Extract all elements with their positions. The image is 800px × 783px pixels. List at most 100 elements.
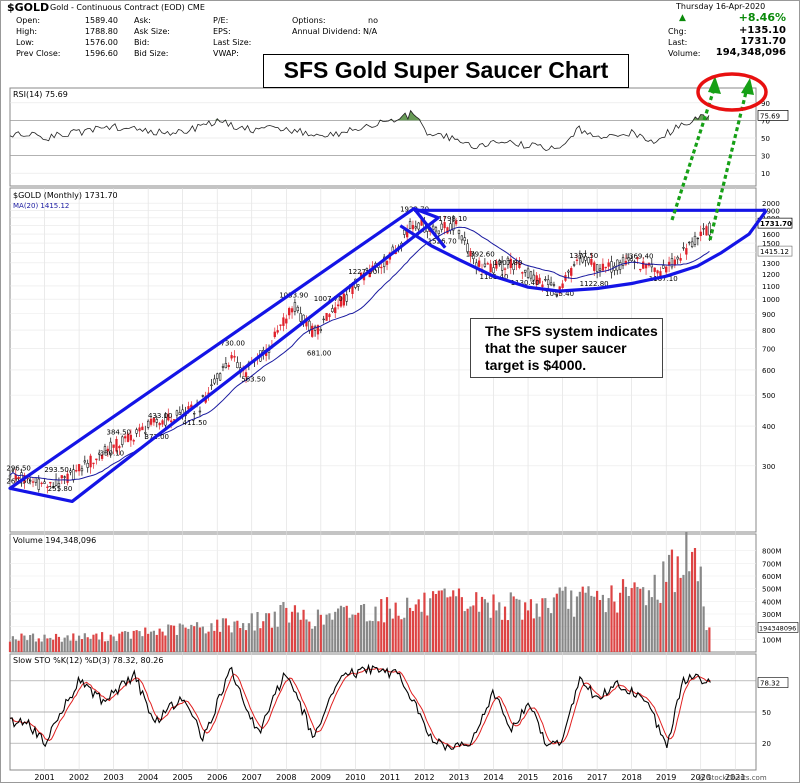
candle-body: [457, 229, 461, 234]
volume-bar: [126, 631, 130, 652]
candle-body: [244, 372, 248, 377]
volume-bar: [705, 630, 708, 652]
candle-body: [673, 259, 676, 266]
candle-body: [230, 355, 233, 359]
price-annotation: 1307.80: [493, 259, 522, 267]
candle-body: [328, 314, 331, 318]
candle-body: [158, 422, 161, 426]
volume-bar: [388, 608, 392, 652]
candle-body: [69, 470, 72, 473]
volume-bar: [161, 631, 164, 652]
candle-body: [524, 269, 527, 273]
candle-body: [311, 325, 314, 337]
target-circle: [696, 72, 768, 112]
candle-body: [31, 481, 35, 483]
candle-body: [521, 272, 524, 274]
volume-bar: [20, 633, 23, 652]
volume-bar: [670, 549, 674, 652]
volume-bar: [313, 626, 317, 652]
candle-body: [141, 426, 144, 431]
volume-bar: [374, 606, 377, 652]
volume-bar: [172, 625, 176, 652]
x-tick-label: 2008: [276, 773, 296, 782]
candle-body: [57, 483, 61, 487]
volume-tick-label: 500M: [762, 586, 781, 594]
volume-bar: [112, 636, 115, 652]
percent-change: +8.46%: [738, 11, 786, 24]
candle-body: [584, 256, 587, 261]
price-annotation: 1369.40: [625, 253, 654, 261]
volume-bar: [345, 605, 348, 652]
candle-body: [610, 261, 613, 273]
volume-last-badge: [757, 622, 799, 633]
candle-body: [380, 266, 383, 269]
candle-body: [535, 275, 538, 285]
volume-bar: [653, 574, 656, 652]
volume-bar: [147, 633, 150, 652]
candle-body: [639, 268, 642, 271]
candle-body: [325, 312, 328, 321]
x-tick-label: 2016: [552, 773, 572, 782]
volume-bar: [103, 641, 107, 652]
candle-body: [595, 264, 599, 272]
volume-tick-label: 100M: [762, 636, 781, 644]
price-annotation: 1045.40: [545, 290, 574, 298]
volume-bar: [524, 602, 527, 652]
volume-bar: [178, 623, 181, 652]
price-tick-label: 900: [762, 311, 775, 319]
volume-bar: [308, 621, 311, 652]
candle-body: [8, 474, 12, 478]
volume-bar: [616, 612, 619, 652]
volume-bar: [34, 641, 38, 652]
volume-bar: [598, 600, 602, 652]
candle-body: [483, 263, 487, 267]
candle-body: [549, 282, 553, 286]
x-tick-label: 2012: [414, 773, 434, 782]
candle-body: [290, 308, 294, 313]
price-annotation: 1130.40: [511, 279, 540, 287]
volume-bar: [656, 599, 659, 652]
volume-bar: [149, 631, 153, 652]
candle-body: [123, 436, 127, 439]
volume-bar: [483, 599, 486, 652]
volume-bar: [26, 640, 29, 652]
volume-tick-label: 800M: [762, 548, 781, 556]
volume-bar: [685, 531, 688, 652]
volume-bar: [521, 619, 524, 652]
volume-bar: [564, 586, 567, 652]
volume-bar: [351, 614, 354, 652]
volume-bar: [607, 598, 610, 652]
candle-body: [334, 307, 337, 314]
candle-body: [60, 475, 63, 479]
candle-body: [426, 228, 429, 232]
candle-body: [17, 476, 20, 479]
volume-bar: [66, 635, 69, 652]
volume-bar: [250, 613, 253, 652]
stochastic-last-badge: [757, 677, 789, 688]
candle-body: [469, 251, 472, 257]
quote-date: Thursday 16-Apr-2020: [676, 2, 766, 11]
volume-bar: [311, 628, 314, 652]
candle-body: [63, 476, 66, 478]
rsi-last-badge: [757, 110, 789, 121]
volume-bar: [198, 627, 202, 652]
candle-body: [339, 296, 343, 307]
candle-body: [385, 260, 389, 265]
price-annotation: 330.10: [100, 450, 125, 458]
rsi-tick-label: 90: [761, 100, 770, 108]
candle-body: [201, 395, 204, 397]
candle-body: [178, 412, 181, 415]
volume-bar: [639, 588, 642, 652]
volume-bar: [86, 637, 89, 652]
candle-body: [121, 436, 124, 445]
volume-bar: [89, 638, 92, 652]
x-tick-label: 2013: [449, 773, 469, 782]
candle-body: [541, 284, 544, 288]
volume-value: 194,348,096: [715, 47, 786, 58]
volume-bar: [43, 634, 46, 652]
volume-bar: [443, 588, 446, 652]
x-tick-label: 2011: [380, 773, 400, 782]
volume-bar: [596, 590, 599, 652]
stochastic-tick-label: 50: [762, 709, 771, 717]
price-last-value: 1731.70: [760, 220, 792, 228]
